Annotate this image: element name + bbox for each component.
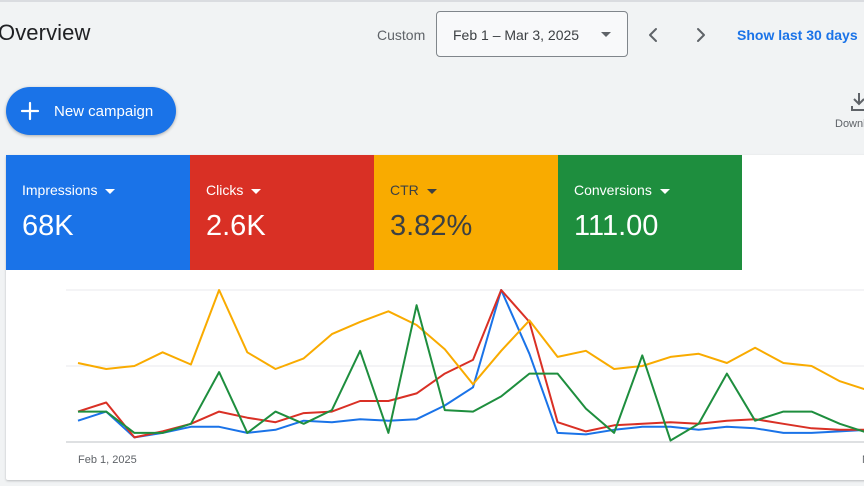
- metric-value: 3.82%: [390, 210, 473, 242]
- metric-label: CTR: [390, 182, 419, 198]
- date-range-picker[interactable]: Feb 1 – Mar 3, 2025: [436, 11, 628, 57]
- metric-tile-impressions[interactable]: Impressions 68K: [6, 155, 190, 270]
- date-preset-label: Custom: [377, 27, 426, 43]
- performance-card: Impressions 68K Clicks 2.6K CTR 3.82% Co…: [6, 155, 864, 480]
- metric-value: 2.6K: [206, 210, 266, 242]
- metric-label: Impressions: [22, 182, 98, 198]
- series-line-impressions: [77, 289, 864, 439]
- download-icon: [851, 93, 864, 111]
- series-line-conversions: [78, 304, 864, 442]
- download-label: Download: [835, 118, 864, 130]
- dropdown-caret-icon: [659, 188, 670, 194]
- new-campaign-label: New campaign: [54, 103, 154, 120]
- metric-label: Clicks: [206, 182, 244, 198]
- dropdown-caret-icon: [601, 32, 611, 37]
- metric-label: Conversions: [574, 182, 652, 198]
- metric-tile-clicks[interactable]: Clicks 2.6K: [190, 155, 374, 270]
- metric-tile-ctr[interactable]: CTR 3.82%: [374, 155, 558, 270]
- dropdown-caret-icon: [251, 188, 262, 194]
- chevron-right-icon[interactable]: [689, 23, 713, 47]
- date-range-value: Feb 1 – Mar 3, 2025: [453, 27, 580, 43]
- x-axis-end-label: M: [862, 454, 864, 466]
- chevron-left-icon[interactable]: [641, 23, 665, 47]
- page-title: Overview: [0, 20, 91, 45]
- performance-chart: Feb 1, 2025 M: [66, 289, 864, 466]
- new-campaign-button[interactable]: New campaign: [6, 87, 176, 135]
- metric-tile-conversions[interactable]: Conversions 111.00: [558, 155, 742, 270]
- download-button[interactable]: Download: [834, 92, 864, 134]
- dropdown-caret-icon: [426, 188, 437, 194]
- plus-icon: [20, 101, 40, 121]
- metric-value: 111.00: [574, 210, 659, 242]
- dropdown-caret-icon: [105, 188, 116, 194]
- show-last-30-days-link[interactable]: Show last 30 days: [737, 27, 858, 43]
- x-axis-start-label: Feb 1, 2025: [78, 454, 137, 466]
- top-divider: [0, 0, 864, 2]
- series-line-ctr: [77, 289, 864, 391]
- series-line-clicks: [77, 289, 864, 439]
- metric-value: 68K: [22, 210, 74, 242]
